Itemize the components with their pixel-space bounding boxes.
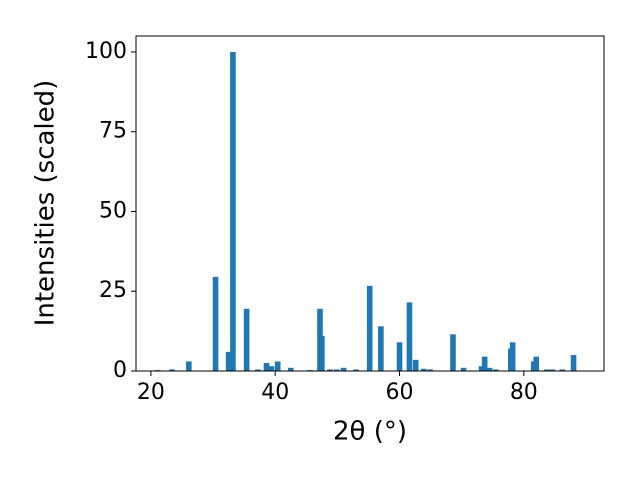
bar — [255, 369, 261, 371]
x-axis-label: 2θ (°) — [333, 417, 407, 447]
bar — [243, 308, 250, 371]
bar — [396, 342, 403, 371]
bar — [559, 369, 566, 371]
bar — [533, 356, 540, 371]
plot-frame — [135, 35, 605, 372]
y-tick-label: 100 — [85, 39, 127, 64]
bar — [570, 355, 577, 371]
bar — [544, 369, 550, 371]
y-axis-label: Intensities (scaled) — [31, 80, 61, 327]
bar — [481, 356, 488, 371]
bar — [230, 51, 236, 371]
bar — [333, 369, 340, 371]
x-tick-label: 60 — [386, 380, 414, 405]
y-tick-label: 0 — [113, 358, 127, 383]
bar — [274, 361, 281, 371]
bar — [450, 334, 456, 371]
bar — [263, 363, 270, 371]
bar — [287, 367, 294, 371]
bar — [406, 302, 413, 371]
bar — [340, 367, 347, 371]
x-tick-label: 20 — [137, 380, 165, 405]
bar — [366, 285, 373, 371]
bar — [509, 342, 516, 371]
y-tick-label: 50 — [99, 198, 127, 223]
bar — [478, 366, 485, 371]
x-tick-label: 40 — [261, 380, 289, 405]
bar — [549, 369, 556, 371]
bar — [327, 369, 333, 371]
bar — [212, 276, 219, 371]
bar — [169, 369, 175, 371]
bar — [225, 351, 232, 371]
x-tick-label: 80 — [510, 380, 538, 405]
bar — [493, 369, 499, 371]
bar — [186, 361, 192, 371]
bar — [319, 335, 325, 371]
bar — [353, 369, 359, 371]
bar — [420, 368, 427, 371]
y-tick-label: 25 — [99, 278, 127, 303]
bar — [427, 369, 433, 371]
bar — [460, 367, 467, 371]
bar — [378, 326, 384, 371]
bar — [412, 359, 419, 371]
y-tick-label: 75 — [99, 119, 127, 144]
bar — [486, 367, 493, 371]
bar — [268, 366, 275, 371]
